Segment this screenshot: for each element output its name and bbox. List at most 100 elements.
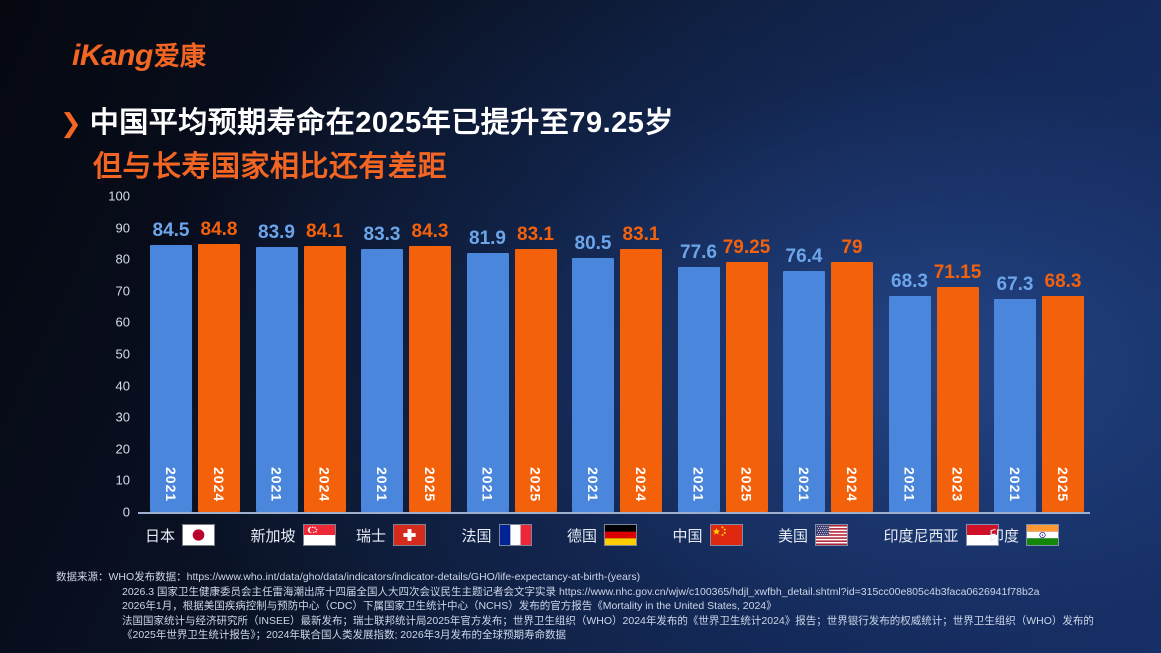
x-axis-category-labels: 日本 新加坡 瑞士 法国 德国 中国 美国 印度尼西亚 印度 <box>138 524 1090 556</box>
bar-value-label: 68.3 <box>891 271 928 293</box>
bar-group: 68.3 2021 71.15 2023 <box>888 196 981 512</box>
y-axis-tick: 100 <box>108 188 130 204</box>
country-name: 日本 <box>145 527 176 545</box>
y-axis-tick: 10 <box>115 472 130 488</box>
bar-year-label: 2021 <box>163 466 179 502</box>
bar-year-label: 2025 <box>1055 466 1071 502</box>
bar-group: 77.6 2021 79.25 2025 <box>677 196 770 512</box>
bar-year-label: 2021 <box>796 466 812 502</box>
bar[interactable]: 68.3 2025 <box>1042 271 1084 512</box>
bar-group: 76.4 2021 79 2024 <box>783 196 873 512</box>
source-text: 《2025年世界卫生统计报告》；2024年联合国人类发展指数; 2026年3月发… <box>122 629 566 642</box>
bar-value-label: 77.6 <box>680 241 717 263</box>
bar-year-label: 2024 <box>844 466 860 502</box>
country-name: 德国 <box>567 527 598 545</box>
bar-value-label: 83.9 <box>258 221 295 243</box>
ikang-logo: iKang爱康 <box>72 36 206 73</box>
bar-year-label: 2025 <box>527 466 544 502</box>
country-name: 法国 <box>461 527 492 545</box>
chevron-right-icon: ❯ <box>60 108 82 138</box>
bar[interactable]: 84.8 2024 <box>198 219 240 512</box>
source-text: WHO发布数据：https://www.who.int/data/gho/dat… <box>108 571 641 583</box>
bar-year-label: 2021 <box>901 466 918 502</box>
flag-wrapper <box>965 524 999 546</box>
flag-usa-icon <box>815 524 849 546</box>
y-axis-tick: 80 <box>115 251 130 267</box>
bar-year-label: 2024 <box>633 466 649 502</box>
bar[interactable]: 83.3 2021 <box>361 224 403 512</box>
x-axis-label-item: 德国 <box>567 524 638 546</box>
y-axis-tick: 0 <box>122 504 130 520</box>
country-name: 美国 <box>778 527 809 545</box>
bar[interactable]: 83.1 2025 <box>514 224 557 512</box>
bar-group: 80.5 2021 83.1 2024 <box>572 196 662 512</box>
x-axis-label-item: 新加坡 <box>251 524 336 546</box>
flag-wrapper <box>393 524 427 546</box>
bar[interactable]: 83.1 2024 <box>620 224 662 512</box>
bar-value-label: 71.15 <box>933 262 982 284</box>
x-axis-line <box>138 512 1090 514</box>
bar-year-label: 2021 <box>585 466 601 502</box>
x-axis-label-item: 法国 <box>462 524 532 546</box>
x-axis-label-item: 中国 <box>673 524 743 546</box>
bar-value-label: 81.9 <box>469 228 506 250</box>
bar[interactable]: 76.4 2021 <box>783 246 825 512</box>
bar[interactable]: 84.1 2024 <box>303 221 346 512</box>
x-axis-label-item: 美国 <box>778 524 849 546</box>
bar-year-label: 2021 <box>374 466 390 502</box>
bar-value-label: 79.25 <box>722 236 771 258</box>
y-axis-tick: 40 <box>115 378 130 394</box>
bar-group: 83.3 2021 84.3 2025 <box>361 196 451 512</box>
plot-area: 84.5 2021 84.8 2024 83.9 2021 84.1 2024 83.3 2021… <box>138 196 1090 512</box>
bar[interactable]: 68.3 2021 <box>888 271 931 512</box>
flag-wrapper <box>709 524 743 546</box>
flag-indonesia-icon <box>965 524 999 546</box>
bar-value-label: 76.4 <box>785 245 823 267</box>
bar[interactable]: 84.5 2021 <box>150 220 192 512</box>
bar[interactable]: 71.15 2023 <box>934 262 981 512</box>
flag-wrapper <box>604 524 638 546</box>
x-axis-label-item: 瑞士 <box>356 524 427 546</box>
title-line-2: 但与长寿国家相比还有差距 <box>93 151 448 183</box>
bar[interactable]: 77.6 2021 <box>677 242 720 512</box>
flag-wrapper <box>498 524 532 546</box>
bar[interactable]: 79.25 2025 <box>723 237 770 512</box>
y-axis-tick: 70 <box>115 283 130 299</box>
y-axis-tick: 60 <box>115 314 130 330</box>
bar-year-label: 2025 <box>422 466 438 502</box>
bar-value-label: 84.1 <box>306 221 343 243</box>
y-axis-tick: 50 <box>115 346 130 362</box>
bar-value-label: 84.8 <box>200 219 238 241</box>
y-axis-tick: 30 <box>115 409 130 425</box>
source-line: 数据来源：WHO发布数据：https://www.who.int/data/gh… <box>56 570 1146 585</box>
bar[interactable]: 83.9 2021 <box>255 222 298 512</box>
bar-group: 67.3 2021 68.3 2025 <box>994 196 1084 512</box>
y-axis: 100 90 80 70 60 50 40 30 20 10 0 <box>96 189 130 520</box>
y-axis-tick: 20 <box>115 441 130 457</box>
source-text: 2026.3 国家卫生健康委员会主任雷海潮出席十四届全国人大四次会议民生主题记者… <box>122 585 1040 598</box>
source-text: 2026年1月，根据美国疾病控制与预防中心（CDC）下属国家卫生统计中心（NCH… <box>122 600 777 613</box>
page-title: ❯ 中国平均预期寿命在2025年已提升至79.25岁 但与长寿国家相比还有差距 <box>60 104 674 186</box>
country-name: 中国 <box>672 527 703 545</box>
bar[interactable]: 81.9 2021 <box>466 228 509 512</box>
source-text: 法国国家统计与经济研究所（INSEE）最新发布；瑞士联邦统计局2025年官方发布… <box>122 614 1094 627</box>
y-axis-tick: 90 <box>115 220 130 236</box>
bar-year-label: 2021 <box>1007 466 1023 502</box>
bar-year-label: 2021 <box>479 466 496 502</box>
bar[interactable]: 67.3 2021 <box>994 274 1036 512</box>
bar-group: 83.9 2021 84.1 2024 <box>255 196 346 512</box>
bar-value-label: 83.1 <box>517 224 554 246</box>
title-line-1: 中国平均预期寿命在2025年已提升至79.25岁 <box>89 107 674 139</box>
flag-singapore-icon <box>302 524 336 546</box>
x-axis-label-item: 印度 <box>989 524 1060 546</box>
country-name: 新加坡 <box>250 527 296 545</box>
bar[interactable]: 79 2024 <box>831 237 873 512</box>
bar-year-label: 2024 <box>316 466 333 502</box>
bar[interactable]: 84.3 2025 <box>409 221 451 512</box>
x-axis-label-item: 日本 <box>145 524 216 546</box>
bar[interactable]: 80.5 2021 <box>572 233 614 512</box>
logo-chinese-text: 爱康 <box>153 41 206 71</box>
bar-year-label: 2024 <box>211 466 227 502</box>
bar-value-label: 83.3 <box>363 223 401 245</box>
